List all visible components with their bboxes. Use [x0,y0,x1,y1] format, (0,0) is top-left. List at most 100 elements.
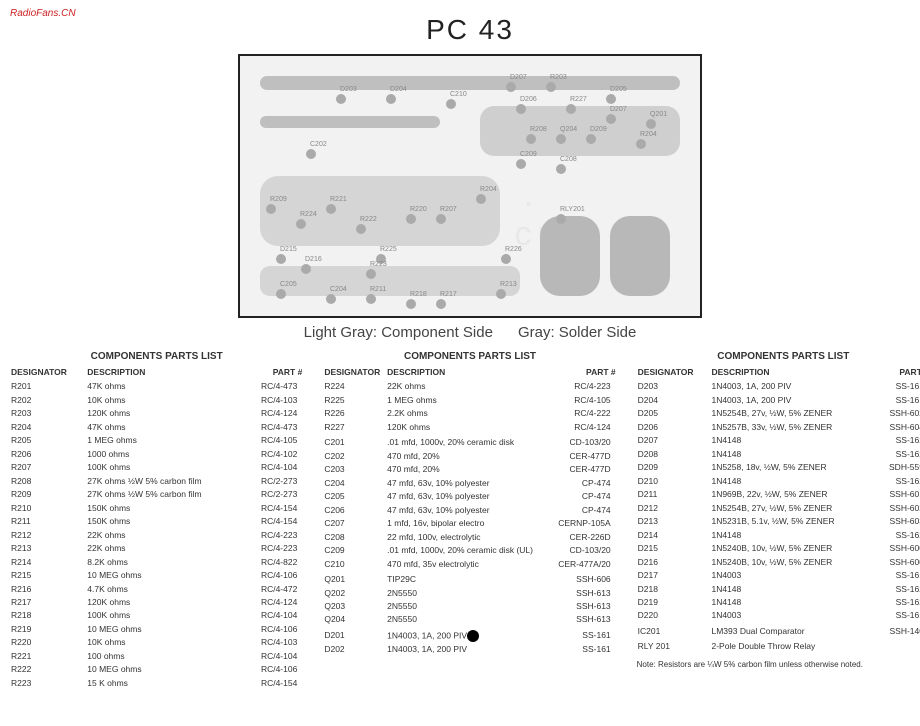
cell-part: RC/4-102 [246,448,303,461]
table-row: R211150K ohmsRC/4-154 [10,515,303,528]
cell-description: 2.2K ohms [386,407,552,420]
cell-description: 120K ohms [86,407,246,420]
cell-description: LM393 Dual Comparator [710,625,876,638]
pcb-pad-icon [366,269,376,279]
pcb-ref-label: C208 [560,156,577,163]
pcb-ref-label: RLY201 [560,206,585,213]
table-row: D2071N4148SS-162 [637,434,920,447]
cell-part: CP-474 [552,504,617,517]
table-row: R22010K ohmsRC/4-103 [10,636,303,649]
cell-designator: R211 [10,515,86,528]
cell-part: CP-474 [552,490,617,503]
cell-part: SSH-600 [876,542,920,555]
cell-designator: C210 [323,558,386,571]
cell-part: RC/4-106 [246,623,303,636]
pcb-pad-icon [586,134,596,144]
cell-part: RC/4-154 [246,677,303,690]
parts-col-3: COMPONENTS PARTS LIST DESIGNATOR DESCRIP… [637,351,920,690]
pcb-pad-icon [406,214,416,224]
pcb-pad-icon [556,214,566,224]
cell-part: SS-162 [876,448,920,461]
cell-part: SS-162 [876,583,920,596]
pcb-pad-icon [336,94,346,104]
cell-designator: R205 [10,434,86,447]
legend-solder-side: Gray: Solder Side [518,324,636,341]
cell-part: SSH-602 [876,502,920,515]
cell-designator: IC201 [637,625,711,638]
cell-part: RC/2-273 [246,488,303,501]
th-description: DESCRIPTION [86,366,246,380]
cell-part: RC/4-822 [246,556,303,569]
pcb-pad-icon [566,104,576,114]
table-row: D2101N4148SS-162 [637,475,920,488]
pcb-ref-label: D215 [280,246,297,253]
parts-table-1: DESIGNATOR DESCRIPTION PART # R20147K oh… [10,366,303,690]
pcb-ref-label: R207 [440,206,457,213]
pcb-pad-icon [326,204,336,214]
table-row: C20547 mfd, 63v, 10% polyesterCP-474 [323,490,616,503]
pcb-ref-label: R209 [270,196,287,203]
resistor-note: Note: Resistors are ¼W 5% carbon film un… [637,660,920,669]
table-row: C210470 mfd, 35v electrolyticCER-477A/20 [323,558,616,571]
cell-part: CD-103/20 [552,436,617,449]
pcb-ref-label: R217 [440,291,457,298]
pcb-ref-label: R226 [505,246,522,253]
pcb-pad-icon [496,289,506,299]
pcb-pad-icon [326,294,336,304]
cell-designator: D201 [323,629,386,643]
table-row: R207100K ohmsRC/4-104 [10,461,303,474]
cell-description: 27K ohms ½W 5% carbon film [86,475,246,488]
cell-part: RC/4-223 [246,529,303,542]
cell-description: 8.2K ohms [86,556,246,569]
cell-description: 1N5240B, 10v, ½W, 5% ZENER [710,542,876,555]
cell-description: 1N4148 [710,434,876,447]
cell-part: SS-161 [552,629,617,643]
cell-part: RC/4-104 [246,461,303,474]
cell-designator: R224 [323,380,386,393]
cell-description: 1N4003, 1A, 200 PIV [710,394,876,407]
pcb-pad-icon [556,164,566,174]
table-row: D2141N4148SS-162 [637,529,920,542]
cell-designator: R217 [10,596,86,609]
cell-part: RC/4-124 [552,421,617,434]
pcb-ref-label: C202 [310,141,327,148]
cell-part: SSH-602 [876,407,920,420]
th-designator: DESIGNATOR [323,366,386,380]
pcb-ref-label: R222 [360,216,377,223]
pcb-ref-label: R211 [370,286,386,293]
cell-description: TIP29C [386,573,552,586]
table-row: Q2032N5550SSH-613 [323,600,616,613]
pcb-pad-icon [276,254,286,264]
cell-designator: Q204 [323,613,386,626]
table-row: C20447 mfd, 63v, 10% polyesterCP-474 [323,477,616,490]
pcb-ref-label: Q204 [560,126,577,133]
table-row: D2091N5258, 18v, ½W, 5% ZENERSDH-559 [637,461,920,474]
pcb-ref-label: C210 [450,91,467,98]
table-row: D2171N4003SS-161 [637,569,920,582]
cell-part: RC/4-104 [246,609,303,622]
pcb-pad-icon [506,82,516,92]
table-row: C2071 mfd, 16v, bipolar electroCERNP-105… [323,517,616,530]
table-row: R2051 MEG ohmsRC/4-105 [10,434,303,447]
cell-part: SS-162 [876,475,920,488]
cell-description: 10K ohms [86,394,246,407]
table-row: D2061N5257B, 33v, ½W, 5% ZENERSSH-604 [637,421,920,434]
cell-part: SS-162 [876,434,920,447]
cell-part: SDH-559 [876,461,920,474]
table-row: D2051N5254B, 27v, ½W, 5% ZENERSSH-602 [637,407,920,420]
cell-description: .01 mfd, 1000v, 20% ceramic disk [386,436,552,449]
table-row: D2111N969B, 22v, ½W, 5% ZENERSSH-601 [637,488,920,501]
pcb-legend: Light Gray: Component Side Gray: Solder … [10,324,920,341]
table-row: C203470 mfd, 20%CER-477D [323,463,616,476]
table-row: C20822 mfd, 100v, electrolyticCER-226D [323,531,616,544]
cell-designator: R222 [10,663,86,676]
cell-designator: Q202 [323,587,386,600]
cell-part: RC/4-472 [246,583,303,596]
cell-description: 1N4148 [710,596,876,609]
cell-description: 1N5257B, 33v, ½W, 5% ZENER [710,421,876,434]
cell-description: 1N4003, 1A, 200 PIV [710,380,876,393]
table-row: R2251 MEG ohmsRC/4-105 [323,394,616,407]
cell-description: 1N4148 [710,529,876,542]
cell-description: 120K ohms [86,596,246,609]
cell-description: 100K ohms [86,461,246,474]
